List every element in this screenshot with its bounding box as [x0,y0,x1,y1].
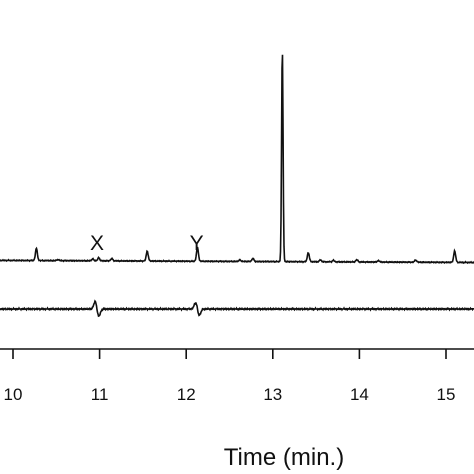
x-axis-title: Time (min.) [224,444,344,471]
peak-annotation-label: Y [190,232,204,255]
traces-group [0,54,474,318]
upper-trace-line [0,54,474,265]
x-tick-label: 15 [437,385,456,404]
x-tick-label: 10 [4,385,23,404]
x-tick-label: 11 [91,385,109,404]
lower-trace-line [0,299,474,318]
x-tick-label: 12 [177,385,196,404]
x-tick-label: 14 [350,385,369,404]
x-axis-ticks: 10 11 12 13 14 15 [4,349,456,404]
peak-annotation-label: X [90,232,104,255]
x-tick-label: 13 [263,385,282,404]
